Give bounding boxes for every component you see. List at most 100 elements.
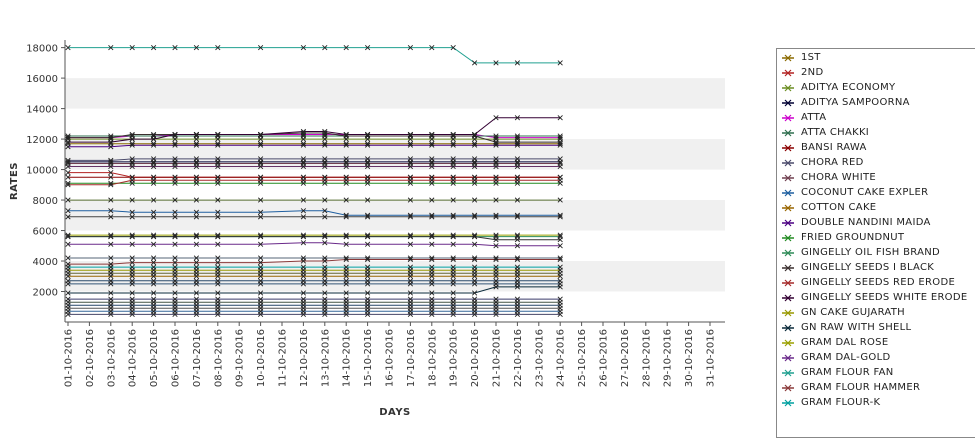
extra-series-13-marker: [322, 163, 328, 170]
series-16-line: [68, 117, 561, 143]
extra-series-12-marker: [364, 311, 371, 317]
series-7-marker: [300, 156, 307, 162]
legend-swatch-icon: [782, 233, 794, 243]
x-tick-label: 20-10-2016: [470, 329, 481, 387]
series-19-marker: [108, 232, 114, 238]
series-7-marker: [215, 156, 221, 162]
series-20-marker: [557, 243, 563, 249]
series-18-marker: [450, 290, 456, 296]
series-15-marker: [493, 177, 499, 183]
extra-series-0-marker: [150, 197, 157, 203]
series-0-marker: [129, 141, 135, 147]
legend-swatch-icon: [782, 323, 794, 333]
legend-item: GINGELLY SEEDS WHITE ERODE: [777, 292, 971, 304]
series-18-marker: [150, 290, 157, 296]
legend-label: GINGELLY SEEDS I BLACK: [801, 262, 935, 273]
extra-series-6-marker: [65, 281, 71, 287]
series-11-marker: [215, 142, 221, 148]
series-21-line: [68, 47, 561, 64]
extra-series-3-marker: [450, 255, 456, 261]
series-9-marker: [108, 208, 114, 214]
series-0-marker: [172, 141, 178, 147]
series-6-marker: [108, 174, 114, 180]
series-21-marker: [300, 45, 307, 51]
extra-series-6-marker: [407, 281, 414, 287]
extra-series-0-marker: [514, 197, 521, 203]
extra-series-3-marker: [471, 255, 478, 261]
series-18-marker: [172, 290, 178, 296]
series-7-marker: [514, 156, 521, 162]
extra-series-1-marker: [514, 214, 521, 220]
series-16-marker: [150, 136, 157, 142]
series-5-marker: [65, 133, 71, 139]
extra-series-12-marker: [150, 311, 157, 317]
series-22-marker: [493, 256, 499, 263]
series-20-marker: [407, 241, 414, 247]
series-22-marker: [215, 259, 221, 266]
x-tick-label: 24-10-2016: [556, 329, 567, 387]
series-19-marker: [193, 232, 200, 238]
series-23-marker: [150, 264, 157, 270]
x-tick-label: 04-10-2016: [128, 329, 139, 387]
extra-series-12-marker: [193, 311, 200, 317]
series-22-marker: [129, 259, 135, 266]
legend-label: GRAM FLOUR-K: [801, 397, 881, 408]
series-18-marker: [471, 290, 478, 296]
y-tick-label: 6000: [33, 227, 58, 238]
series-3-marker: [108, 159, 114, 165]
series-15-marker: [407, 177, 414, 183]
series-23-marker: [108, 264, 114, 270]
series-23-marker: [364, 264, 371, 270]
series-15-marker: [343, 177, 349, 183]
series-11-marker: [300, 142, 307, 148]
series-15-marker: [172, 177, 178, 183]
y-axis-title: RATES: [9, 162, 20, 200]
series-9-marker: [450, 212, 456, 218]
series-11-marker: [450, 142, 456, 148]
series-4-marker: [493, 134, 499, 141]
extra-series-12-marker: [257, 311, 264, 317]
y-tick-label: 12000: [26, 135, 58, 146]
extra-series-4-marker: [322, 270, 328, 276]
series-7-marker: [493, 156, 499, 162]
series-20-marker: [65, 241, 71, 247]
series-22-marker: [172, 259, 178, 266]
y-tick-label: 10000: [26, 166, 58, 177]
legend-item: GRAM FLOUR-K: [777, 397, 971, 409]
extra-series-2-marker: [450, 234, 456, 240]
series-9-marker: [407, 212, 414, 218]
legend-swatch-icon: [782, 128, 794, 138]
x-tick-label: 11-10-2016: [278, 329, 289, 387]
extra-series-1-marker: [364, 214, 371, 220]
series-21-marker: [471, 60, 478, 66]
legend-label: GRAM DAL-GOLD: [801, 352, 891, 363]
series-16-marker: [493, 115, 499, 121]
legend-label: GINGELLY SEEDS WHITE ERODE: [801, 292, 968, 303]
series-22-marker: [557, 256, 563, 263]
series-22-marker: [343, 256, 349, 263]
extra-series-1-marker: [172, 214, 178, 220]
series-0-marker: [471, 141, 478, 147]
extra-series-13-marker: [215, 163, 221, 170]
series-23-marker: [514, 264, 521, 270]
extra-series-1-marker: [322, 214, 328, 220]
x-tick-label: 13-10-2016: [320, 329, 331, 387]
series-5-marker: [257, 133, 264, 139]
x-tick-label: 06-10-2016: [171, 329, 182, 387]
x-tick-label: 03-10-2016: [106, 329, 117, 387]
series-9-marker: [429, 212, 435, 218]
extra-series-0-marker: [364, 197, 371, 203]
series-14-marker: [322, 130, 328, 136]
legend-label: 2ND: [801, 67, 824, 78]
extra-series-2-marker: [108, 234, 114, 240]
extra-series-13-marker: [493, 163, 499, 170]
legend-label: COCONUT CAKE EXPLER: [801, 187, 929, 198]
extra-series-2-marker: [300, 234, 307, 240]
extra-series-2-marker: [322, 234, 328, 240]
extra-series-12-marker: [108, 311, 114, 317]
legend-swatch-icon: [782, 158, 794, 168]
series-21-marker: [429, 45, 435, 51]
series-14-marker: [471, 133, 478, 139]
series-19-marker: [407, 232, 414, 238]
x-tick-label: 18-10-2016: [427, 329, 438, 387]
